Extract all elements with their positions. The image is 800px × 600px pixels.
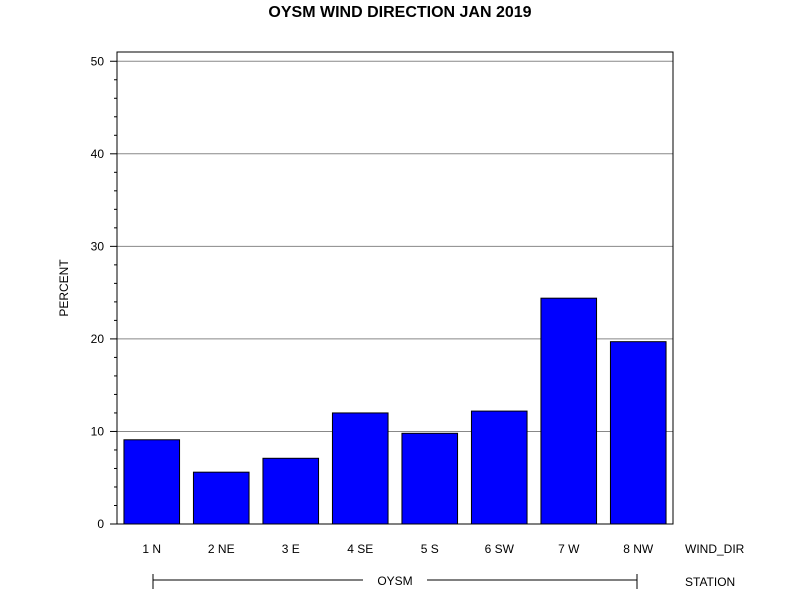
x-tick-label: 5 S [421, 542, 439, 556]
plot-frame [116, 51, 674, 525]
x-tick-label: 2 NE [208, 542, 235, 556]
x-tick-label: 1 N [142, 542, 161, 556]
x-axis-tick-labels: 1 N 2 NE 3 E 4 SE 5 S 6 SW 7 W 8 NW [142, 542, 654, 556]
y-tick-label: 30 [91, 239, 105, 253]
chart-title: OYSM WIND DIRECTION JAN 2019 [268, 4, 531, 21]
x-axis-label: WIND_DIR [685, 542, 745, 556]
x-tick-label: 4 SE [347, 542, 373, 556]
bar [470, 410, 528, 525]
bar [609, 341, 667, 525]
bar [192, 471, 250, 525]
x-tick-label: 6 SW [485, 542, 515, 556]
y-axis-label: PERCENT [57, 259, 71, 317]
x-tick-label: 7 W [558, 542, 580, 556]
bar [331, 412, 389, 525]
station-axis-label: STATION [685, 575, 735, 589]
bar [401, 432, 459, 525]
bar [540, 297, 598, 525]
y-tick-label: 10 [91, 424, 105, 438]
y-tick-label: 40 [91, 147, 105, 161]
station-group-bracket: OYSM [152, 574, 638, 589]
bar [123, 439, 181, 525]
y-axis-ticks: 0 10 20 30 40 50 [91, 54, 117, 531]
y-tick-label: 50 [91, 54, 105, 68]
y-tick-label: 20 [91, 332, 105, 346]
x-tick-label: 3 E [282, 542, 300, 556]
x-tick-label: 8 NW [623, 542, 654, 556]
bar [262, 457, 320, 525]
station-group-label: OYSM [377, 574, 412, 588]
bars [123, 297, 667, 525]
y-tick-label: 0 [97, 517, 104, 531]
